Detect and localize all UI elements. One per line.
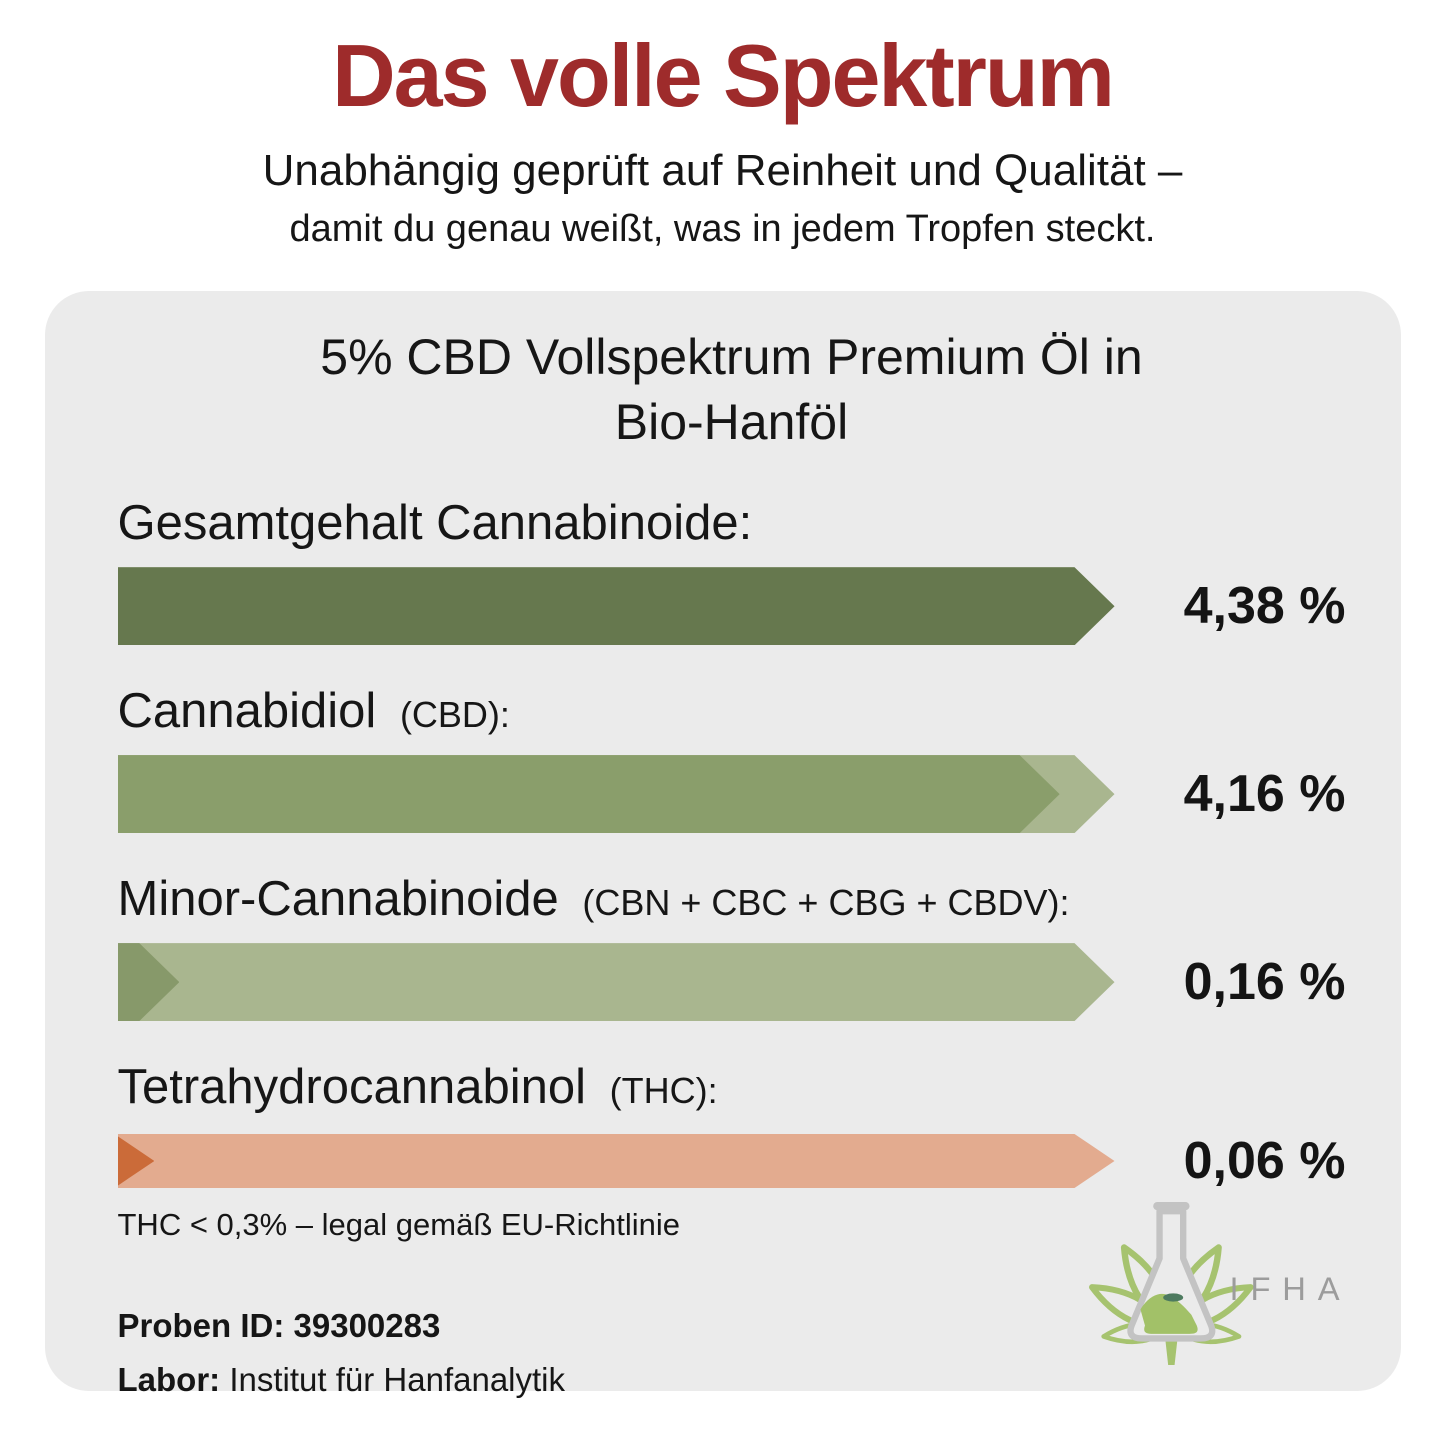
bar-track (118, 1134, 1115, 1188)
bar-line: 0,06 % (118, 1131, 1346, 1191)
bar-fill-arrow (118, 755, 1060, 833)
bar-line: 4,38 % (118, 567, 1346, 645)
bar-label-main: Tetrahydrocannabinol (117, 1060, 587, 1115)
subtitle-line-1: Unabhängig geprüft auf Reinheit und Qual… (262, 146, 1183, 196)
flask-rim (1152, 1202, 1190, 1211)
lab-result-card: 5% CBD Vollspektrum Premium Öl in Bio-Ha… (44, 291, 1401, 1398)
bar-label: Cannabidiol (CBD): (117, 684, 1346, 739)
bar-line: 4,16 % (118, 755, 1346, 833)
page-title: Das volle Spektrum (332, 26, 1115, 125)
bar-track (118, 755, 1115, 833)
page-header: Das volle Spektrum Unabhängig geprüft au… (0, 0, 1445, 251)
bar-row-thc: Tetrahydrocannabinol (THC): 0,06 % THC <… (117, 1060, 1346, 1243)
subtitle-line-2: damit du genau weißt, was in jedem Tropf… (289, 208, 1156, 251)
bar-value: 0,06 % (1183, 1131, 1346, 1190)
bar-row-total-cannabinoids: Gesamtgehalt Cannabinoide: 4,38 % (117, 496, 1346, 645)
bar-row-cbd: Cannabidiol (CBD): 4,16 % (117, 684, 1346, 833)
cannabinoid-bar-chart: Gesamtgehalt Cannabinoide: 4,38 % Cannab… (117, 496, 1346, 1243)
flask-liquid (1139, 1294, 1198, 1335)
ifha-logo-text: IFHA (1229, 1271, 1351, 1308)
lab-line: Labor: Institut für Hanfanalytik (118, 1353, 1346, 1407)
bar-label-detail: (THC): (609, 1070, 718, 1112)
bar-value: 0,16 % (1183, 953, 1346, 1012)
sample-id-line: Proben ID: 39300283 (118, 1299, 1346, 1353)
bar-label-detail: (CBN + CBC + CBG + CBDV): (582, 882, 1070, 924)
flask-icon (1126, 1202, 1215, 1342)
bar-label: Tetrahydrocannabinol (THC): (117, 1060, 1346, 1115)
thc-legal-note: THC < 0,3% – legal gemäß EU-Richtlinie (117, 1206, 681, 1242)
ifha-logo-graphic: IFHA (1055, 1202, 1351, 1366)
bar-fill-arrow (118, 567, 1115, 645)
product-heading: 5% CBD Vollspektrum Premium Öl in Bio-Ha… (202, 325, 1262, 455)
sample-id-value: 39300283 (293, 1306, 441, 1344)
bar-track (118, 567, 1115, 645)
bar-row-minor-cannabinoids: Minor-Cannabinoide (CBN + CBC + CBG + CB… (117, 872, 1346, 1021)
product-heading-line-2: Bio-Hanföl (614, 394, 849, 451)
cannabis-leaf-icon (1086, 1242, 1255, 1366)
bar-value: 4,16 % (1183, 765, 1346, 824)
bar-background-arrow (118, 943, 1115, 1021)
bar-label-main: Gesamtgehalt Cannabinoide: (117, 496, 753, 551)
lab-value: Institut für Hanfanalytik (229, 1361, 565, 1399)
bar-value: 4,38 % (1183, 577, 1346, 636)
sample-id-label: Proben ID: (117, 1306, 285, 1344)
product-heading-line-1: 5% CBD Vollspektrum Premium Öl in (320, 329, 1143, 386)
bar-line: 0,16 % (118, 943, 1346, 1021)
lab-label: Labor: (117, 1361, 221, 1399)
bar-label: Gesamtgehalt Cannabinoide: (117, 496, 1346, 551)
flask-liquid-blob (1162, 1293, 1183, 1302)
bar-label: Minor-Cannabinoide (CBN + CBC + CBG + CB… (117, 872, 1346, 927)
card-footer: Proben ID: 39300283 Labor: Institut für … (118, 1299, 1346, 1408)
bar-label-main: Minor-Cannabinoide (117, 872, 559, 927)
bar-label-detail: (CBD): (399, 694, 510, 736)
bar-label-main: Cannabidiol (117, 684, 377, 739)
bar-track (118, 943, 1115, 1021)
ifha-logo: IFHA (1055, 1190, 1355, 1366)
bar-background-arrow (118, 1134, 1115, 1188)
